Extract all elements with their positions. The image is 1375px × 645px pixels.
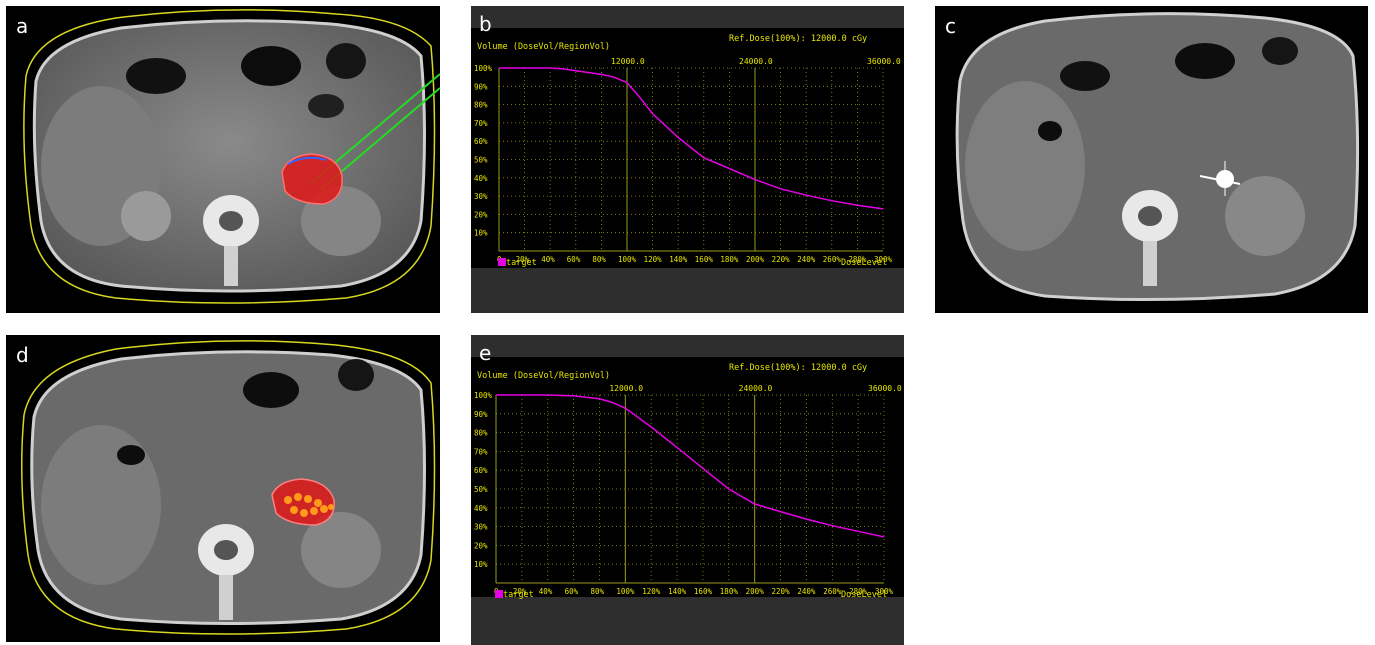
y-tick-label: 50% (474, 485, 488, 494)
y-tick-label: 20% (474, 210, 488, 219)
y-axis-label: Volume (DoseVol/RegionVol) (477, 371, 610, 381)
x-tick-label: 280% (848, 255, 867, 264)
legend-label: target (506, 258, 537, 268)
y-tick-label: 40% (474, 174, 488, 183)
ref-dose-label: Ref.Dose(100%): 12000.0 cGy (729, 363, 867, 373)
panel-label-c: c (945, 14, 956, 38)
x-tick-label: 40% (539, 587, 553, 596)
y-tick-label: 10% (474, 560, 488, 569)
y-tick-label: 60% (474, 137, 488, 146)
dvh-curve-target (496, 394, 885, 538)
top-dose-tick: 36000.0 (868, 384, 902, 393)
y-tick-label: 50% (474, 156, 488, 165)
panel-label-b: b (479, 12, 492, 36)
dvh-chart-e: Volume (DoseVol/RegionVol) Ref.Dose(100%… (471, 357, 904, 600)
dvh-curve-target (499, 67, 884, 210)
x-tick-label: 80% (592, 255, 606, 264)
y-tick-label: 40% (474, 504, 488, 513)
x-tick-label: 280% (849, 587, 868, 596)
x-tick-label: 140% (669, 255, 688, 264)
y-tick-label: 80% (474, 429, 488, 438)
y-tick-label: 30% (474, 523, 488, 532)
x-tick-label: 220% (772, 255, 791, 264)
x-tick-label: 20% (513, 587, 527, 596)
x-tick-label: 100% (618, 255, 637, 264)
x-tick-label: 60% (565, 587, 579, 596)
ct-image-d: d (6, 335, 440, 642)
x-tick-label: 300% (875, 587, 894, 596)
x-tick-label: 200% (746, 587, 765, 596)
seed-markers (284, 493, 334, 517)
y-tick-label: 60% (474, 466, 488, 475)
y-tick-label: 100% (474, 391, 493, 400)
y-tick-label: 100% (474, 64, 493, 73)
x-axis-label: DoseLevel (841, 258, 887, 268)
x-tick-label: 200% (746, 255, 765, 264)
x-tick-label: 80% (590, 587, 604, 596)
y-axis-label: Volume (DoseVol/RegionVol) (477, 42, 610, 52)
x-axis-label: DoseLevel (841, 590, 887, 600)
x-tick-label: 140% (668, 587, 687, 596)
x-tick-label: 180% (720, 255, 739, 264)
x-tick-label: 120% (644, 255, 663, 264)
x-tick-label: 120% (642, 587, 661, 596)
x-tick-label: 180% (720, 587, 739, 596)
y-tick-label: 20% (474, 541, 488, 550)
panel-label-a: a (16, 14, 29, 38)
top-dose-tick: 12000.0 (609, 384, 643, 393)
ct-scan-plan (23, 9, 440, 304)
y-tick-label: 70% (474, 119, 488, 128)
y-tick-label: 90% (474, 82, 488, 91)
x-tick-label: 20% (516, 255, 530, 264)
y-tick-label: 80% (474, 101, 488, 110)
ct-image-c: c (935, 6, 1368, 313)
panel-label-d: d (16, 343, 29, 367)
y-tick-label: 90% (474, 410, 488, 419)
x-tick-label: 160% (695, 255, 714, 264)
x-tick-label: 160% (694, 587, 713, 596)
ct-scan-postplan (21, 340, 436, 635)
dvh-plot-e: Volume (DoseVol/RegionVol) Ref.Dose(100%… (474, 363, 902, 600)
x-tick-label: 300% (874, 255, 893, 264)
dvh-plot-b: Volume (DoseVol/RegionVol) Ref.Dose(100%… (474, 34, 901, 268)
panel-label-e: e (479, 341, 492, 365)
top-dose-tick: 36000.0 (867, 57, 901, 66)
top-dose-tick: 24000.0 (739, 57, 773, 66)
x-tick-label: 260% (823, 587, 842, 596)
ct-image-a: a (6, 6, 440, 313)
ct-scan-followup (955, 12, 1360, 302)
x-tick-label: 240% (797, 587, 816, 596)
legend-swatch (495, 590, 503, 598)
dvh-chart-b: Volume (DoseVol/RegionVol) Ref.Dose(100%… (471, 28, 904, 268)
dvh-panel-e: Volume (DoseVol/RegionVol) Ref.Dose(100%… (471, 335, 904, 645)
top-dose-tick: 24000.0 (739, 384, 773, 393)
x-tick-label: 100% (616, 587, 635, 596)
x-tick-label: 260% (823, 255, 842, 264)
dvh-panel-b: Volume (DoseVol/RegionVol) Ref.Dose(100%… (471, 6, 904, 313)
x-tick-label: 240% (797, 255, 816, 264)
ref-dose-label: Ref.Dose(100%): 12000.0 cGy (729, 34, 867, 44)
y-tick-label: 30% (474, 192, 488, 201)
legend-swatch (498, 258, 506, 266)
x-tick-label: 60% (567, 255, 581, 264)
x-tick-label: 40% (541, 255, 555, 264)
x-tick-label: 220% (772, 587, 791, 596)
top-dose-tick: 12000.0 (611, 57, 645, 66)
y-tick-label: 10% (474, 229, 488, 238)
y-tick-label: 70% (474, 447, 488, 456)
legend-label: target (503, 590, 534, 600)
